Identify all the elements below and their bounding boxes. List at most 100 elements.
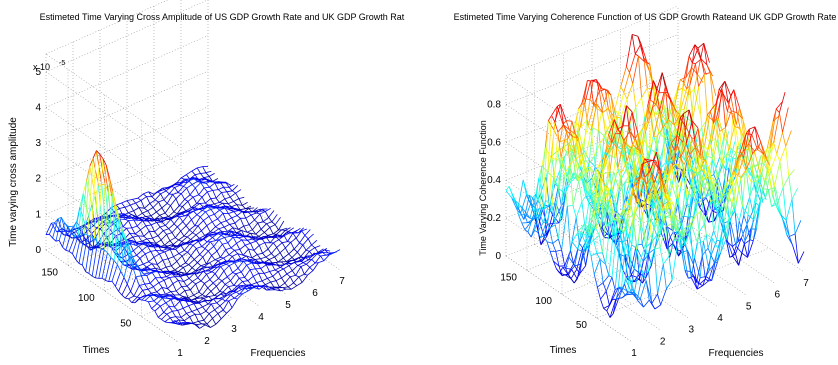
surface-mesh-segment: [210, 197, 217, 200]
surface-mesh-segment: [174, 306, 178, 311]
surface-mesh-segment: [97, 241, 102, 250]
surface-mesh-segment: [185, 272, 192, 275]
surface-mesh-segment: [187, 232, 193, 238]
surface-mesh-segment: [617, 114, 622, 117]
grid-line: [505, 5, 679, 77]
surface-mesh-segment: [605, 142, 613, 159]
surface-mesh-segment: [719, 127, 726, 132]
surface-mesh-segment: [670, 164, 675, 181]
surface-mesh-segment: [165, 186, 172, 192]
surface-mesh-segment: [257, 222, 262, 230]
surface-mesh-segment: [746, 171, 750, 198]
y-tick-label: 100: [78, 293, 95, 304]
surface-mesh-segment: [126, 200, 131, 206]
surface-mesh-segment: [175, 290, 180, 296]
surface-mesh-segment: [149, 230, 155, 233]
surface-mesh-segment: [165, 190, 170, 195]
surface-mesh-segment: [237, 268, 242, 273]
surface-mesh-segment: [252, 222, 259, 230]
surface-mesh-segment: [311, 253, 318, 260]
surface-mesh-segment: [582, 247, 586, 266]
surface-mesh-segment: [163, 280, 168, 289]
surface-mesh-segment: [713, 230, 718, 241]
surface-mesh-segment: [194, 203, 201, 208]
surface-mesh-segment: [188, 322, 195, 325]
surface-mesh-segment: [236, 204, 241, 210]
surface-mesh-segment: [551, 131, 559, 206]
surface-mesh-segment: [596, 103, 603, 113]
surface-mesh-segment: [717, 236, 725, 249]
surface-mesh-segment: [578, 243, 583, 249]
surface-mesh-segment: [725, 167, 730, 171]
surface-mesh-segment: [301, 228, 308, 232]
surface-mesh-segment: [680, 88, 687, 110]
surface-mesh-segment: [589, 189, 597, 237]
surface-mesh-segment: [218, 237, 225, 241]
surface-mesh-segment: [695, 199, 702, 205]
surface-mesh-segment: [199, 216, 204, 221]
surface-mesh-segment: [230, 209, 234, 212]
surface-mesh-segment: [115, 206, 120, 220]
surface-mesh-segment: [157, 270, 164, 273]
surface-mesh-segment: [183, 235, 188, 238]
surface-mesh-segment: [192, 321, 199, 324]
surface-mesh-segment: [156, 291, 161, 295]
surface-mesh-segment: [716, 117, 721, 132]
surface-mesh-segment: [584, 80, 591, 104]
surface-mesh-segment: [193, 178, 198, 182]
surface-mesh-segment: [767, 142, 774, 171]
surface-mesh-segment: [256, 280, 263, 283]
surface-mesh-segment: [150, 242, 154, 246]
surface-mesh-segment: [260, 223, 267, 230]
surface-mesh-segment: [656, 90, 660, 111]
surface-mesh-segment: [170, 299, 175, 308]
surface-mesh-segment: [665, 223, 672, 227]
surface-mesh-segment: [126, 228, 131, 234]
surface-mesh-segment: [272, 271, 279, 277]
surface-mesh-segment: [160, 190, 167, 195]
surface-mesh-segment: [642, 272, 647, 281]
surface-mesh-segment: [107, 252, 112, 258]
surface-mesh-segment: [600, 299, 604, 309]
surface-mesh-segment: [655, 103, 662, 114]
surface-mesh-segment: [209, 262, 214, 267]
surface-mesh-segment: [604, 201, 611, 220]
surface-mesh-segment: [217, 213, 224, 220]
surface-mesh-segment: [754, 150, 761, 174]
surface-mesh-segment: [146, 263, 153, 268]
surface-mesh-segment: [234, 260, 241, 264]
surface-mesh-segment: [104, 184, 111, 247]
surface-mesh-segment: [66, 231, 71, 236]
surface-mesh-segment: [219, 249, 227, 258]
surface-mesh-segment: [638, 55, 645, 62]
surface-mesh-segment: [748, 148, 756, 168]
surface-mesh-segment: [213, 298, 218, 304]
surface-mesh-segment: [221, 192, 226, 200]
surface-mesh-segment: [193, 259, 198, 263]
surface-mesh-segment: [732, 152, 737, 159]
surface-mesh-segment: [590, 252, 597, 257]
surface-mesh-segment: [581, 193, 588, 202]
surface-mesh-segment: [158, 279, 165, 284]
surface-mesh-segment: [212, 190, 217, 199]
surface-mesh-segment: [595, 178, 603, 230]
surface-mesh-segment: [694, 210, 702, 217]
surface-mesh-segment: [219, 305, 224, 311]
surface-mesh-segment: [189, 313, 196, 318]
surface-mesh-segment: [639, 280, 647, 300]
surface-mesh-segment: [186, 281, 193, 287]
surface-mesh-segment: [670, 180, 677, 200]
surface-mesh-segment: [189, 225, 196, 231]
surface-mesh-segment: [239, 287, 246, 295]
surface-mesh-segment: [295, 230, 302, 239]
surface-mesh-segment: [282, 287, 287, 290]
surface-mesh-segment: [188, 180, 193, 185]
surface-mesh-segment: [145, 224, 152, 227]
surface-mesh-segment: [730, 221, 737, 247]
surface-mesh-segment: [108, 192, 113, 197]
surface-mesh-segment: [689, 204, 697, 229]
surface-mesh-segment: [269, 256, 275, 260]
surface-mesh-segment: [616, 297, 623, 300]
surface-mesh-segment: [138, 207, 145, 209]
surface-mesh-segment: [616, 147, 623, 157]
